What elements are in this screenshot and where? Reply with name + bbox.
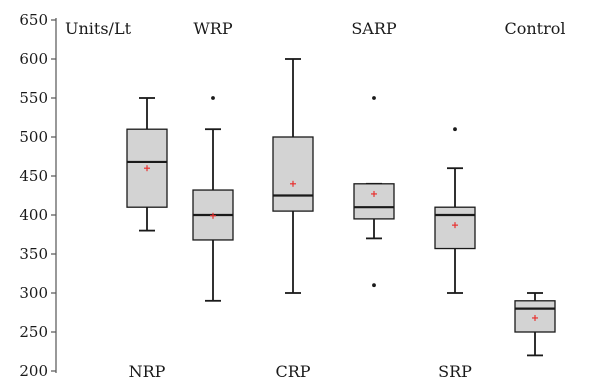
box-sarp <box>353 96 395 288</box>
mean-marker <box>210 212 216 219</box>
category-label-nrp: NRP <box>129 362 166 378</box>
category-label-control: Control <box>504 19 565 38</box>
y-tick-label: 250 <box>19 323 48 341</box>
box-crp <box>272 58 314 294</box>
y-tick-label: 650 <box>19 11 48 29</box>
box-wrp <box>192 96 234 302</box>
box-nrp <box>126 97 168 232</box>
mean-marker <box>371 190 377 197</box>
outlier-point <box>372 96 376 100</box>
box-iqr <box>272 136 314 212</box>
y-tick-label: 550 <box>19 89 48 107</box>
box-srp <box>434 127 476 294</box>
y-axis-ticks: 200 250 300 350 400 450 500 550 600 650 <box>19 11 56 378</box>
outlier-point <box>211 96 215 100</box>
mean-marker <box>532 314 538 321</box>
box-control <box>514 292 556 357</box>
mean-marker <box>452 222 458 229</box>
category-labels: NRP WRP CRP SARP SRP Control <box>129 19 566 378</box>
boxes <box>126 58 556 357</box>
outlier-point <box>453 127 457 132</box>
y-tick-label: 600 <box>19 50 48 68</box>
y-tick-label: 200 <box>19 362 48 378</box>
y-tick-label: 400 <box>19 206 48 224</box>
y-tick-label: 300 <box>19 284 48 302</box>
category-label-sarp: SARP <box>351 19 397 38</box>
category-label-srp: SRP <box>438 362 472 378</box>
y-tick-label: 500 <box>19 128 48 146</box>
y-tick-label: 450 <box>19 167 48 185</box>
category-label-wrp: WRP <box>193 19 232 38</box>
outlier-point <box>372 283 376 288</box>
mean-marker <box>290 180 296 187</box>
y-axis-unit-label: Units/Lt <box>65 19 132 38</box>
y-tick-label: 350 <box>19 245 48 263</box>
mean-marker <box>144 165 150 172</box>
category-label-crp: CRP <box>275 362 310 378</box>
box-iqr <box>353 183 395 220</box>
